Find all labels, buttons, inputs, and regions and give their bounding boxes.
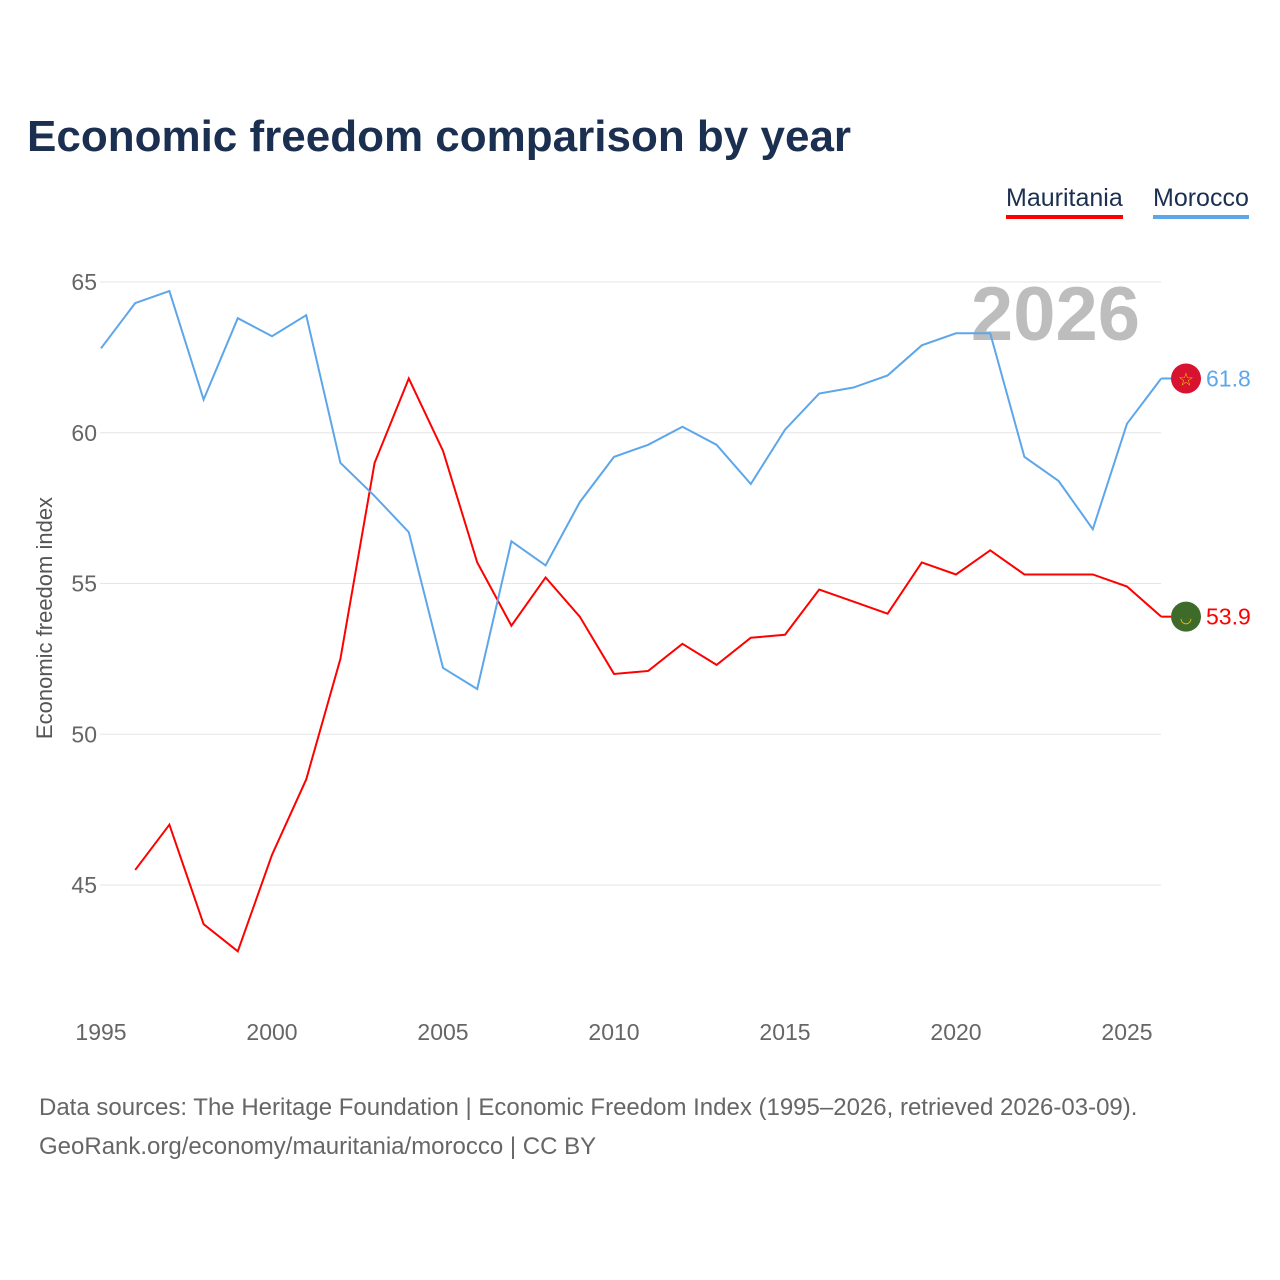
y-tick-label: 60 xyxy=(71,420,97,446)
y-tick-label: 50 xyxy=(71,721,97,747)
series-line-mauritania xyxy=(134,375,1162,953)
y-tick-label: 65 xyxy=(71,269,97,295)
x-tick-label: 2015 xyxy=(759,1019,810,1045)
mauritania-flag-icon xyxy=(1171,601,1201,632)
y-tick-label: 55 xyxy=(71,571,97,597)
x-tick-label: 2020 xyxy=(930,1019,981,1045)
flag-star-icon: ☆ xyxy=(1178,369,1194,389)
footer-sources: Data sources: The Heritage Foundation | … xyxy=(39,1094,1138,1121)
end-value-label: 61.8 xyxy=(1206,365,1251,391)
year-label: 2026 xyxy=(971,272,1140,357)
x-tick-label: 2010 xyxy=(588,1019,639,1045)
end-value-label: 53.9 xyxy=(1206,604,1251,630)
footer-link[interactable]: GeoRank.org/economy/mauritania/morocco |… xyxy=(39,1133,597,1160)
x-tick-label: 2005 xyxy=(417,1019,468,1045)
footer: Data sources: The Heritage Foundation | … xyxy=(39,1088,1137,1166)
chart-title: Economic freedom comparison by year xyxy=(27,112,852,161)
morocco-flag-icon xyxy=(1171,363,1201,394)
x-tick-label: 1995 xyxy=(75,1019,126,1045)
x-tick-label: 2025 xyxy=(1101,1019,1152,1045)
legend-morocco[interactable]: Morocco xyxy=(1153,184,1249,219)
series-line-morocco xyxy=(100,289,1162,691)
y-tick-label: 45 xyxy=(71,872,97,898)
legend-mauritania[interactable]: Mauritania xyxy=(1006,184,1123,219)
flag-crescent-icon: ◡ xyxy=(1180,610,1192,626)
x-tick-label: 2000 xyxy=(246,1019,297,1045)
